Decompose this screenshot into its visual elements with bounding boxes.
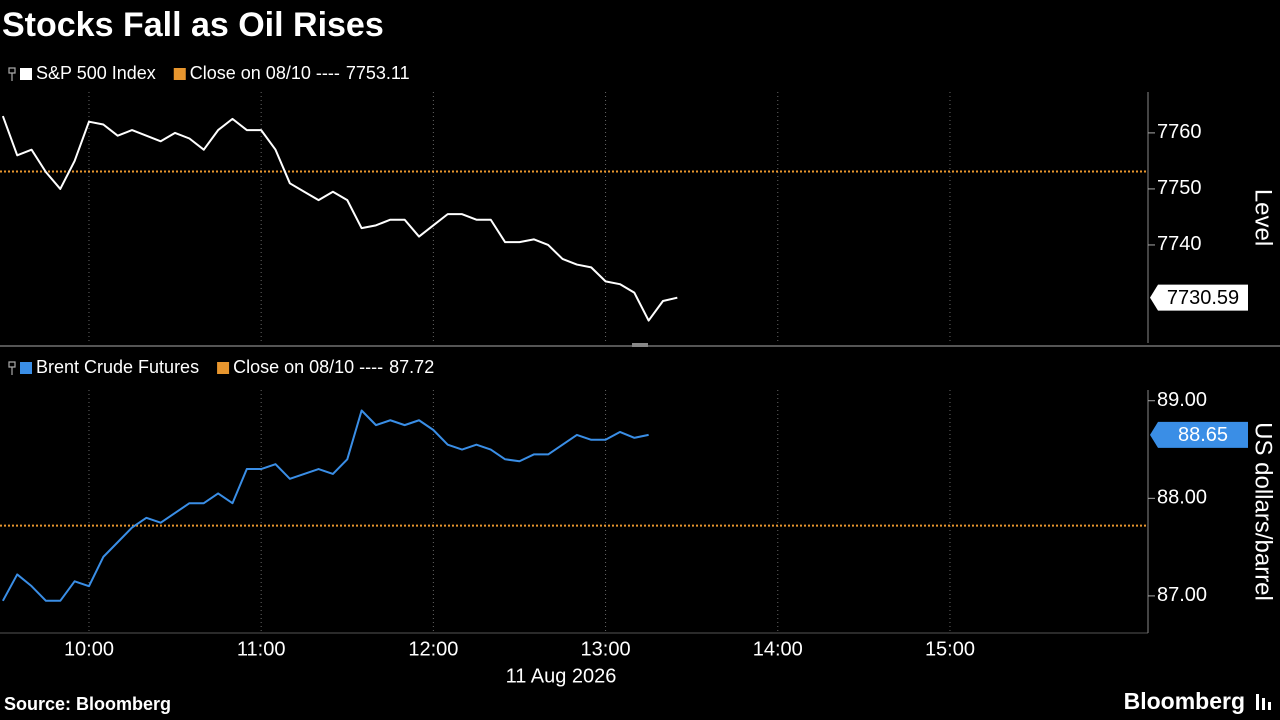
series-line <box>1 115 678 322</box>
legend-label: Close on 08/10 ---- 87.72 <box>233 357 434 377</box>
y-tick-label: 7740 <box>1157 233 1202 255</box>
source: Source: Bloomberg <box>4 694 171 714</box>
x-tick-label: 10:00 <box>64 638 114 660</box>
legend-swatch <box>20 362 32 374</box>
legend-label: Close on 08/10 ---- 7753.11 <box>190 63 410 83</box>
legend-swatch <box>20 68 32 80</box>
x-tick-label: 14:00 <box>753 638 803 660</box>
y-tick-label: 88.00 <box>1157 487 1207 509</box>
series-line <box>1 409 649 602</box>
icon-bar <box>1268 702 1271 710</box>
legend-label: Brent Crude Futures <box>36 357 199 377</box>
legend-swatch <box>217 362 230 374</box>
legend-label: S&P 500 Index <box>36 63 156 83</box>
brand-logo: Bloomberg <box>1124 688 1245 714</box>
legend-value: 87.72 <box>389 357 434 377</box>
y-tick-label: 87.00 <box>1157 584 1207 606</box>
legend-value: 7753.11 <box>346 63 410 83</box>
last-value-label: 7730.59 <box>1167 287 1239 309</box>
x-tick-label: 15:00 <box>925 638 975 660</box>
y-tick-label: 7750 <box>1157 177 1202 199</box>
legend-name: Close on 08/10 ---- <box>233 357 383 377</box>
last-value-box <box>1150 284 1248 311</box>
x-tick-label: 11:00 <box>237 638 286 660</box>
legend-icon <box>8 361 16 375</box>
x-tick-label: 12:00 <box>408 638 458 660</box>
icon-bar <box>1262 698 1265 710</box>
legend-name: Brent Crude Futures <box>36 357 199 377</box>
icon-bar <box>1256 694 1259 710</box>
last-value-label: 88.65 <box>1178 424 1228 446</box>
chart-title: Stocks Fall as Oil Rises <box>2 6 384 44</box>
y-tick-label: 89.00 <box>1157 389 1207 411</box>
x-axis-label: 11 Aug 2026 <box>506 665 617 687</box>
brand-icon <box>1256 694 1271 710</box>
y-tick-label: 7760 <box>1157 121 1202 143</box>
legend-swatch <box>173 68 186 80</box>
y-axis-label: US dollars/barrel <box>1250 422 1277 601</box>
y-axis-label: Level <box>1250 189 1277 246</box>
last-value-box <box>1150 421 1248 448</box>
legend-name: S&P 500 Index <box>36 63 156 83</box>
legend-name: Close on 08/10 ---- <box>190 63 340 83</box>
x-tick-label: 13:00 <box>581 638 631 660</box>
panel-handle <box>632 343 648 347</box>
legend-icon <box>8 67 16 81</box>
